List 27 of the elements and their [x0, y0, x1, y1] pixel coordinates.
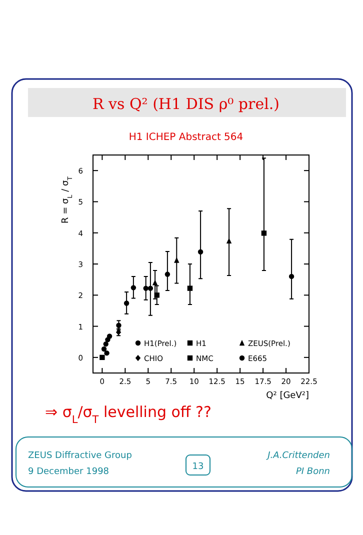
point — [106, 334, 112, 339]
text: PI Bonn — [296, 467, 330, 477]
point — [164, 272, 170, 277]
point — [101, 346, 107, 352]
point — [198, 249, 204, 254]
point — [154, 292, 160, 298]
point — [116, 322, 122, 328]
chart-subtitle: H1 ICHEP Abstract 564 — [128, 132, 244, 143]
point — [152, 280, 158, 286]
point — [130, 285, 136, 290]
point — [100, 354, 105, 360]
text: 13 — [192, 462, 204, 472]
point — [148, 286, 154, 291]
x-axis-title: Q² [GeV²] — [266, 391, 309, 401]
point — [104, 350, 110, 356]
point — [174, 257, 180, 263]
text: J.A.Crittenden — [266, 451, 330, 461]
point — [124, 300, 130, 306]
point — [288, 274, 294, 280]
text: ⇒ σ$_{L}$/σ$_{T}$ levelling off ?? — [45, 403, 212, 426]
point — [261, 230, 267, 236]
point — [103, 341, 108, 347]
text: 9 December 1998 — [28, 467, 110, 477]
point — [187, 286, 193, 291]
point — [143, 286, 148, 291]
text: ZEUS Diffractive Group — [28, 451, 132, 461]
chart-title: R vs Q² (H1 DIS ρ⁰ prel.) — [92, 95, 280, 113]
